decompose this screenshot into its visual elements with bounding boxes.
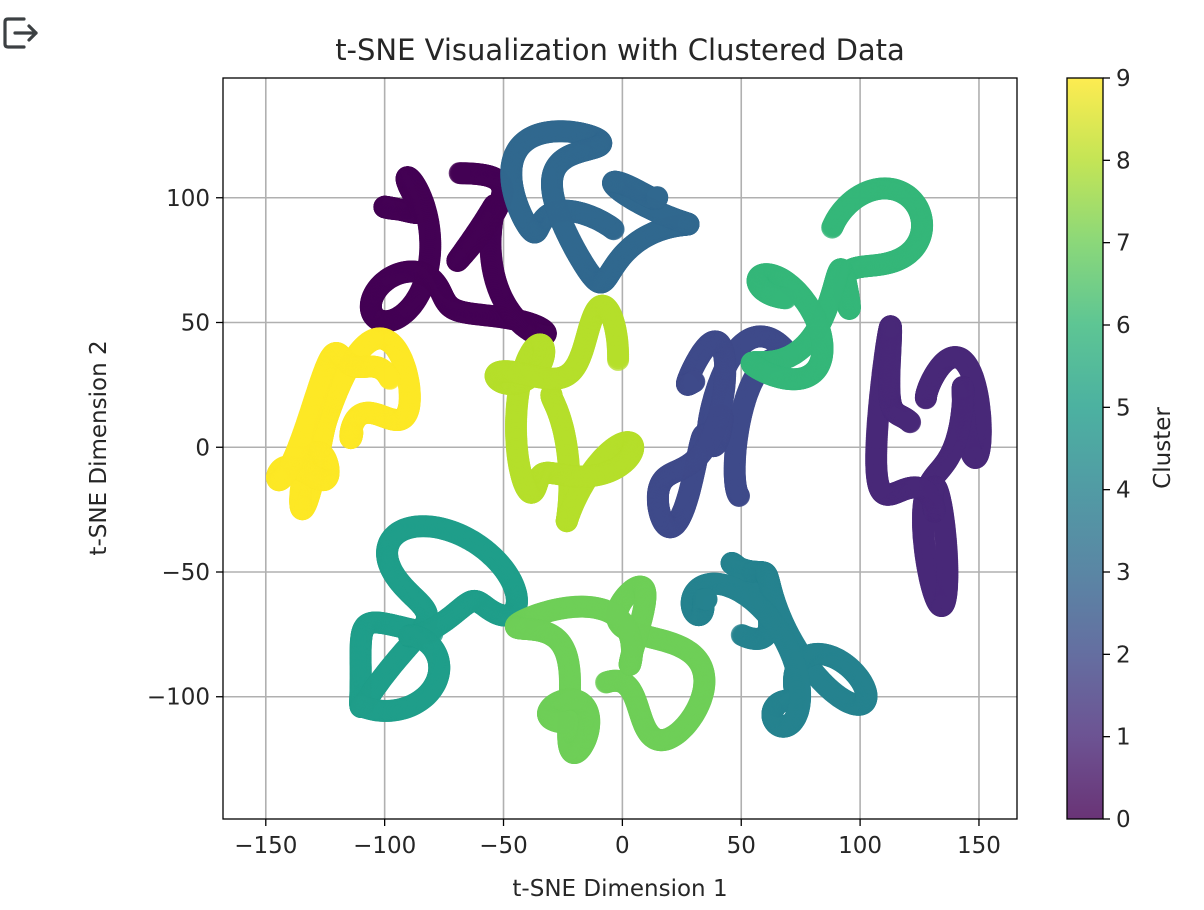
scatter-point [899,411,922,434]
scatter-point [695,588,718,611]
scatter-point [683,370,706,393]
cluster-3-points [500,120,700,294]
scatter-point [448,162,471,185]
export-arrow-icon[interactable] [2,14,40,52]
cluster-5-points [349,515,528,722]
cluster-0-points [359,162,557,347]
chart-title: t-SNE Visualization with Clustered Data [335,33,905,67]
scatter-points [266,120,992,764]
cluster-4-points [680,552,878,738]
scatter-point [646,186,669,209]
